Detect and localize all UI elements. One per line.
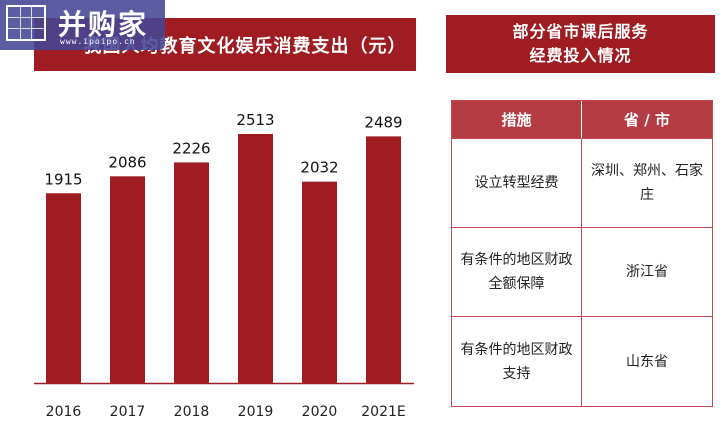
- data-label: 2032: [300, 159, 338, 177]
- table-cell-region: 浙江省: [626, 264, 668, 280]
- table-header-measure: 措施: [452, 101, 582, 138]
- data-label: 2226: [172, 139, 210, 157]
- table-row: 设立转型经费 深圳、郑州、石家庄: [452, 139, 712, 228]
- table-cell-region: 山东省: [626, 353, 668, 370]
- x-tick-label: 2017: [110, 404, 146, 420]
- bar-2020: [302, 181, 337, 383]
- right-panel-header: 部分省市课后服务 经费投入情况: [446, 15, 715, 73]
- table-row: 有条件的地区财政全额保障 浙江省: [452, 228, 712, 317]
- data-label: 2513: [236, 111, 274, 129]
- table-cell-measure: 有条件的地区财政支持: [452, 317, 582, 406]
- table-cell-region: 深圳、郑州、石家庄: [591, 163, 703, 203]
- bar-2016: [46, 193, 81, 383]
- table-header-row: 措施 省 / 市: [452, 101, 712, 139]
- funding-table: 措施 省 / 市 设立转型经费 深圳、郑州、石家庄 有条件的地区财政全额保障 浙…: [451, 100, 713, 407]
- bar-2021E: [366, 136, 401, 383]
- bar-2018: [174, 162, 209, 383]
- x-tick-label: 2019: [238, 404, 274, 420]
- watermark-text: 并购家: [58, 8, 149, 41]
- watermark-url: www.ipoipo.cn: [60, 37, 136, 46]
- x-tick-label: 2016: [46, 404, 82, 420]
- data-label: 2489: [364, 113, 402, 131]
- x-tick-label: 2020: [302, 404, 338, 420]
- table-cell-measure: 有条件的地区财政全额保障: [452, 228, 582, 316]
- table-cell-measure: 设立转型经费: [452, 139, 582, 227]
- table-header-region: 省 / 市: [624, 110, 670, 129]
- watermark-logo: 并购家 www.ipoipo.cn: [0, 0, 165, 50]
- x-tick-label: 2021E: [361, 404, 405, 420]
- right-panel-title-line1: 部分省市课后服务: [512, 22, 649, 41]
- bar-chart: 1915 2016 2086 2017 2226 2018 2513 2019 2032 2020…: [34, 111, 414, 420]
- data-label: 1915: [44, 170, 82, 188]
- data-label: 2086: [108, 153, 146, 171]
- bar-2019: [238, 134, 273, 383]
- table-row: 有条件的地区财政支持 山东省: [452, 317, 712, 406]
- bar-2017: [110, 176, 145, 383]
- chart-grid-icon: [6, 5, 46, 41]
- x-tick-label: 2018: [174, 404, 210, 420]
- right-panel-title-line2: 经费投入情况: [529, 46, 632, 65]
